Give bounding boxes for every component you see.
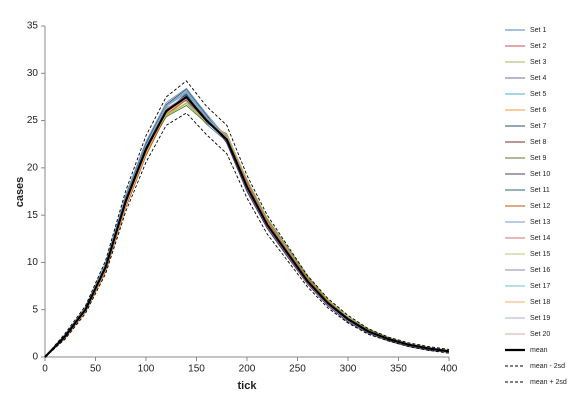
- legend-label: mean + 2sd: [530, 379, 567, 386]
- legend-label: Set 18: [530, 299, 550, 306]
- series-line: [44, 95, 450, 358]
- legend-label: Set 4: [530, 75, 546, 82]
- legend-label: Set 7: [530, 123, 546, 130]
- legend-label: mean: [530, 347, 548, 354]
- legend-label: Set 17: [530, 283, 550, 290]
- x-tick-label: 400: [441, 364, 458, 375]
- series-line: [44, 87, 450, 358]
- y-tick-label: 0: [32, 352, 38, 363]
- legend-label: Set 19: [530, 315, 550, 322]
- x-axis-label: tick: [238, 380, 258, 392]
- y-tick-label: 5: [32, 304, 38, 315]
- legend-label: Set 12: [530, 203, 550, 210]
- y-tick-label: 35: [27, 21, 39, 32]
- series-line: [44, 94, 450, 358]
- legend-label: Set 13: [530, 219, 550, 226]
- y-tick-label: 10: [27, 257, 39, 268]
- x-tick-label: 0: [42, 364, 48, 375]
- series-line: [44, 97, 450, 358]
- legend-label: Set 8: [530, 139, 546, 146]
- x-tick-label: 250: [289, 364, 306, 375]
- y-tick-label: 30: [27, 68, 39, 79]
- legend-label: Set 16: [530, 267, 550, 274]
- y-axis-label: cases: [14, 177, 26, 208]
- x-tick-label: 150: [188, 364, 205, 375]
- y-tick-label: 15: [27, 210, 39, 221]
- legend-label: Set 2: [530, 43, 546, 50]
- series-line: [44, 100, 450, 358]
- legend-label: Set 10: [530, 171, 550, 178]
- x-tick-label: 300: [340, 364, 357, 375]
- legend-label: Set 1: [530, 27, 546, 34]
- series-line: [44, 80, 450, 358]
- legend-label: Set 15: [530, 251, 550, 258]
- series-line: [44, 95, 450, 358]
- x-tick-label: 350: [390, 364, 407, 375]
- series-line: [44, 90, 450, 358]
- series-line: [44, 98, 450, 358]
- series-line: [44, 92, 450, 358]
- series-line: [44, 97, 450, 358]
- legend-label: Set 3: [530, 59, 546, 66]
- x-tick-label: 200: [239, 364, 256, 375]
- legend-label: Set 11: [530, 187, 550, 194]
- series-line: [44, 91, 450, 358]
- series-line: [44, 88, 450, 358]
- series-line: [44, 93, 450, 358]
- series-line: [44, 95, 450, 358]
- series-line: [44, 102, 450, 358]
- series-line: [44, 96, 450, 358]
- legend-label: Set 9: [530, 155, 546, 162]
- y-tick-label: 25: [27, 115, 39, 126]
- series-line: [44, 99, 450, 358]
- series-line: [44, 102, 450, 358]
- legend-label: Set 20: [530, 331, 550, 338]
- y-tick-label: 20: [27, 162, 39, 173]
- x-tick-label: 100: [138, 364, 155, 375]
- series-line: [44, 104, 450, 358]
- series-line: [44, 92, 450, 358]
- legend-label: mean - 2sd: [530, 363, 565, 370]
- legend-label: Set 5: [530, 91, 546, 98]
- series-line: [44, 112, 450, 358]
- x-tick-label: 50: [90, 364, 102, 375]
- legend-label: Set 6: [530, 107, 546, 114]
- series-line: [44, 98, 450, 358]
- legend-label: Set 14: [530, 235, 550, 242]
